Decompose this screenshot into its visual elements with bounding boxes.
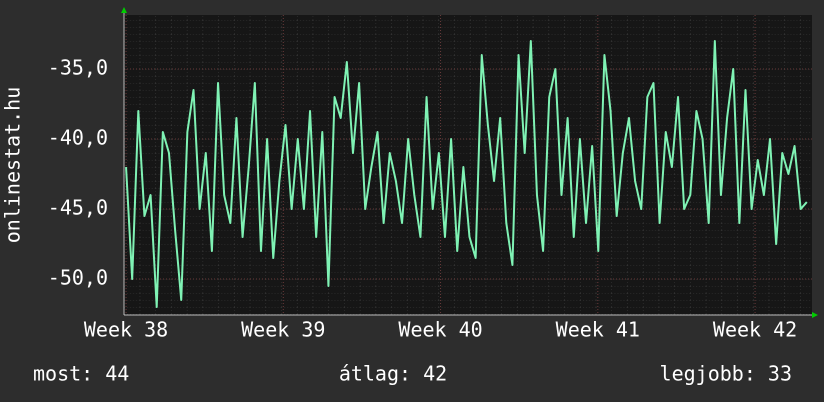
minor-grid <box>124 15 812 315</box>
stat-current: most: 44 <box>33 362 129 386</box>
stat-best: legjobb: 33 <box>660 362 792 386</box>
x-tick-label: Week 39 <box>241 318 325 342</box>
x-tick-label: Week 42 <box>713 318 797 342</box>
axis-arrow <box>121 7 127 13</box>
x-tick-label: Week 40 <box>398 318 482 342</box>
marks <box>125 40 808 309</box>
grid <box>124 15 812 315</box>
y-tick-label: -45,0 <box>48 196 108 220</box>
x-tick-label: Week 38 <box>84 318 168 342</box>
stat-average: átlag: 42 <box>339 362 447 386</box>
data-line <box>125 40 808 309</box>
y-axis-label: onlinestat.hu <box>1 87 25 244</box>
axis-arrow <box>812 312 818 318</box>
y-tick-label: -40,0 <box>48 126 108 150</box>
x-tick-label: Week 41 <box>556 318 640 342</box>
y-tick-label: -50,0 <box>48 266 108 290</box>
y-tick-label: -35,0 <box>48 56 108 80</box>
